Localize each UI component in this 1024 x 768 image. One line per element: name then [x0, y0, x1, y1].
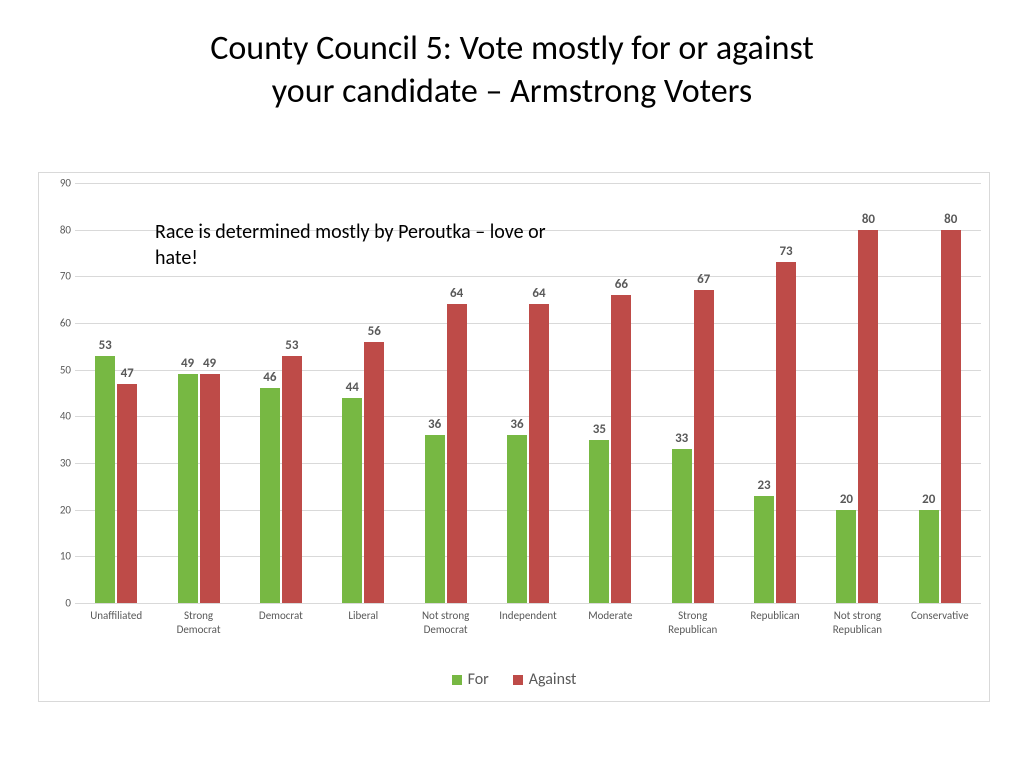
y-tick-label: 90	[47, 177, 71, 190]
y-tick-label: 30	[47, 457, 71, 470]
y-tick-label: 40	[47, 410, 71, 423]
bar-value-label: 64	[450, 286, 463, 301]
bar-value-label: 80	[862, 212, 875, 227]
against-bar: 66	[611, 295, 631, 603]
bar-value-label: 67	[697, 272, 710, 287]
against-bar: 47	[117, 384, 137, 603]
legend-swatch-against	[513, 675, 523, 685]
title-line-2: your candidate – Armstrong Voters	[272, 71, 752, 112]
against-bar: 64	[529, 304, 549, 603]
bar-value-label: 80	[944, 212, 957, 227]
title-line-1: County Council 5: Vote mostly for or aga…	[210, 28, 814, 69]
bar-group: 2373	[734, 183, 816, 603]
plot-area: 0102030405060708090 53474949465344563664…	[75, 183, 981, 603]
against-bar: 80	[941, 230, 961, 603]
x-axis-labels: UnaffiliatedStrongDemocratDemocratLibera…	[75, 609, 981, 638]
bar-value-label: 46	[263, 370, 276, 385]
chart-container: 0102030405060708090 53474949465344563664…	[38, 172, 990, 702]
gridline	[75, 603, 981, 604]
chart-title: County Council 5: Vote mostly for or aga…	[0, 0, 1024, 113]
x-tick-label: StrongDemocrat	[157, 609, 239, 638]
legend-label-against: Against	[529, 670, 577, 689]
x-tick-label: Republican	[734, 609, 816, 638]
bar-value-label: 20	[922, 492, 935, 507]
bar-value-label: 44	[346, 380, 359, 395]
legend: For Against	[39, 670, 989, 689]
for-bar: 36	[425, 435, 445, 603]
bar-value-label: 53	[285, 338, 298, 353]
x-tick-label: Not strongDemocrat	[404, 609, 486, 638]
x-tick-label: Conservative	[899, 609, 981, 638]
y-tick-label: 60	[47, 317, 71, 330]
y-tick-label: 10	[47, 550, 71, 563]
bar-value-label: 20	[840, 492, 853, 507]
bar-value-label: 35	[593, 422, 606, 437]
against-bar: 64	[447, 304, 467, 603]
against-bar: 67	[694, 290, 714, 603]
y-tick-label: 70	[47, 270, 71, 283]
for-bar: 36	[507, 435, 527, 603]
bar-value-label: 47	[121, 366, 134, 381]
against-bar: 80	[858, 230, 878, 603]
legend-label-for: For	[468, 670, 489, 689]
bar-value-label: 64	[532, 286, 545, 301]
x-tick-label: Not strongRepublican	[816, 609, 898, 638]
bar-group: 3367	[652, 183, 734, 603]
against-bar: 49	[200, 374, 220, 603]
y-tick-label: 50	[47, 363, 71, 376]
x-tick-label: Unaffiliated	[75, 609, 157, 638]
for-bar: 20	[919, 510, 939, 603]
x-tick-label: StrongRepublican	[652, 609, 734, 638]
y-tick-label: 0	[47, 597, 71, 610]
x-tick-label: Independent	[487, 609, 569, 638]
x-tick-label: Democrat	[240, 609, 322, 638]
for-bar: 33	[672, 449, 692, 603]
for-bar: 53	[95, 356, 115, 603]
y-tick-label: 20	[47, 503, 71, 516]
bar-value-label: 23	[757, 478, 770, 493]
x-tick-label: Moderate	[569, 609, 651, 638]
for-bar: 20	[836, 510, 856, 603]
legend-item-for: For	[452, 670, 489, 689]
bar-group: 3566	[569, 183, 651, 603]
for-bar: 46	[260, 388, 280, 603]
legend-swatch-for	[452, 675, 462, 685]
for-bar: 23	[754, 496, 774, 603]
against-bar: 73	[776, 262, 796, 603]
bar-value-label: 73	[779, 244, 792, 259]
bar-value-label: 56	[368, 324, 381, 339]
x-tick-label: Liberal	[322, 609, 404, 638]
bar-value-label: 49	[181, 356, 194, 371]
chart-annotation: Race is determined mostly by Peroutka – …	[155, 219, 575, 271]
bar-value-label: 36	[428, 417, 441, 432]
bar-group: 5347	[75, 183, 157, 603]
bar-value-label: 33	[675, 431, 688, 446]
bar-value-label: 53	[99, 338, 112, 353]
bar-value-label: 36	[510, 417, 523, 432]
for-bar: 44	[342, 398, 362, 603]
bar-value-label: 49	[203, 356, 216, 371]
for-bar: 49	[178, 374, 198, 603]
against-bar: 56	[364, 342, 384, 603]
for-bar: 35	[589, 440, 609, 603]
bar-group: 2080	[899, 183, 981, 603]
bar-value-label: 66	[615, 277, 628, 292]
legend-item-against: Against	[513, 670, 577, 689]
bar-group: 2080	[816, 183, 898, 603]
against-bar: 53	[282, 356, 302, 603]
y-tick-label: 80	[47, 223, 71, 236]
